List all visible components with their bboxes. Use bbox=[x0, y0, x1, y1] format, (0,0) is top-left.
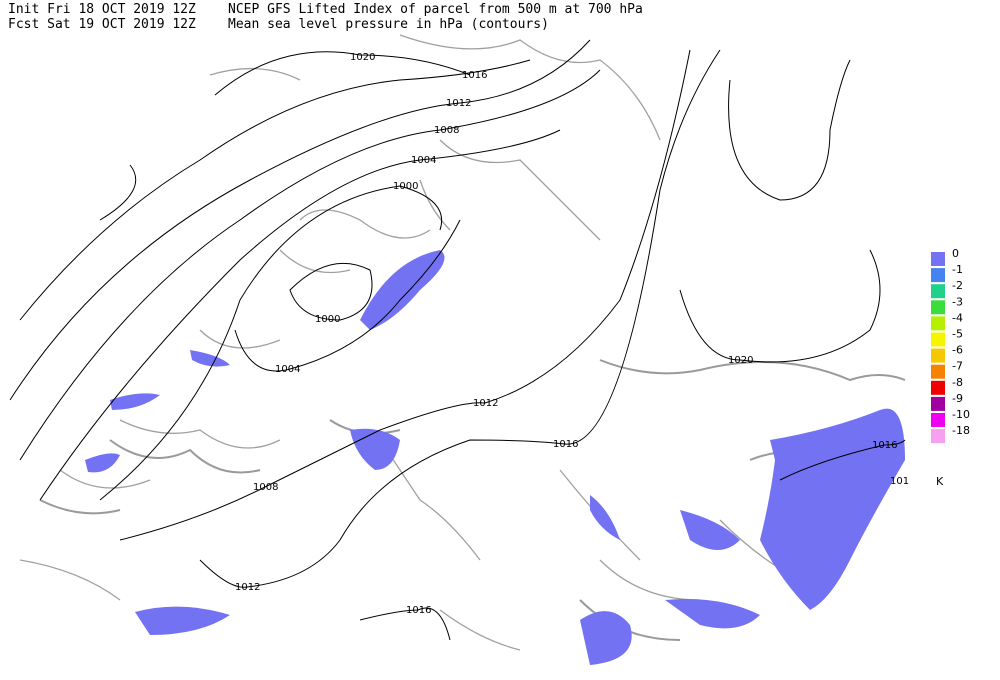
legend-label: -8 bbox=[952, 376, 963, 389]
contour-label: 1000 bbox=[315, 314, 340, 325]
legend-swatch bbox=[931, 268, 945, 283]
legend: 0 -1 -2 -3 -4 -5 -6 -7 -8 -9 -10 -18 bbox=[931, 247, 970, 444]
isobar-labels: 1020 1016 1012 1008 1004 1000 1000 1004 … bbox=[235, 52, 909, 616]
isobars bbox=[9, 39, 906, 641]
legend-swatch bbox=[931, 364, 945, 379]
contour-label: 1016 bbox=[553, 439, 578, 450]
contour-label: 1020 bbox=[728, 355, 753, 366]
legend-label: -6 bbox=[952, 344, 963, 357]
legend-label: -9 bbox=[952, 392, 963, 405]
contour-label: 1016 bbox=[462, 70, 487, 81]
contour-label: 1004 bbox=[275, 364, 300, 375]
legend-label: 0 bbox=[952, 247, 959, 260]
contour-label: 1000 bbox=[393, 181, 418, 192]
fcst-label: Fcst Sat 19 OCT 2019 12Z bbox=[8, 17, 196, 32]
legend-swatch bbox=[931, 300, 945, 315]
legend-swatch bbox=[931, 252, 945, 266]
legend-swatch bbox=[931, 348, 945, 363]
legend-label: -10 bbox=[952, 408, 970, 421]
contour-label: 101 bbox=[890, 476, 909, 487]
legend-swatch bbox=[931, 396, 945, 411]
legend-label: -2 bbox=[952, 279, 963, 292]
contour-label: 1012 bbox=[446, 98, 471, 109]
subtitle: Mean sea level pressure in hPa (contours… bbox=[228, 17, 549, 32]
contour-label: 1016 bbox=[872, 440, 897, 451]
legend-label: -7 bbox=[952, 360, 963, 373]
contour-label: 1012 bbox=[235, 582, 260, 593]
legend-label: -1 bbox=[952, 263, 963, 276]
contour-label: 1020 bbox=[350, 52, 375, 63]
legend-label: -18 bbox=[952, 424, 970, 437]
contour-label: 1012 bbox=[473, 398, 498, 409]
title: NCEP GFS Lifted Index of parcel from 500… bbox=[228, 2, 643, 17]
contour-label: 1016 bbox=[406, 605, 431, 616]
legend-swatch bbox=[931, 332, 945, 347]
legend-swatch bbox=[931, 380, 945, 395]
legend-unit: K bbox=[936, 475, 944, 488]
contour-label: 1008 bbox=[253, 482, 278, 493]
legend-swatch bbox=[931, 429, 945, 444]
legend-swatch bbox=[931, 316, 945, 331]
instability-areas bbox=[85, 250, 905, 665]
legend-label: -4 bbox=[952, 311, 963, 324]
legend-label: -3 bbox=[952, 295, 963, 308]
init-label: Init Fri 18 OCT 2019 12Z bbox=[8, 2, 196, 17]
contour-label: 1004 bbox=[411, 155, 436, 166]
legend-label: -5 bbox=[952, 328, 963, 341]
legend-swatch bbox=[931, 413, 945, 427]
contour-label: 1008 bbox=[434, 125, 459, 136]
legend-swatch bbox=[931, 284, 945, 299]
